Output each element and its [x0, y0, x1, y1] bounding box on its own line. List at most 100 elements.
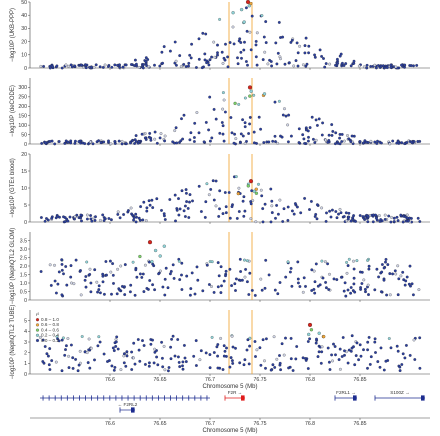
snp-point	[195, 111, 199, 114]
snp-point	[247, 362, 251, 366]
snp-point	[264, 41, 268, 45]
snp-point	[221, 61, 225, 65]
snp-point	[233, 282, 237, 286]
snp-point	[305, 62, 309, 66]
snp-point	[337, 212, 340, 216]
snp-point	[193, 121, 197, 125]
snp-point	[367, 267, 371, 271]
snp-point	[181, 367, 185, 371]
snp-point	[139, 205, 143, 209]
snp-point	[250, 189, 254, 193]
snp-point	[216, 261, 220, 265]
snp-point	[306, 340, 310, 343]
lead-variant-point	[248, 179, 254, 184]
snp-point	[57, 140, 61, 143]
snp-point	[221, 132, 225, 136]
snp-point	[396, 349, 400, 353]
snp-point	[350, 134, 354, 138]
snp-point	[273, 288, 277, 292]
snp-point	[352, 282, 356, 286]
y-tick-label: 2	[24, 350, 27, 356]
snp-point	[186, 206, 190, 210]
snp-point	[118, 216, 122, 220]
snp-point	[396, 219, 400, 223]
snp-point	[89, 140, 92, 144]
snp-point	[188, 193, 192, 197]
snp-point	[337, 358, 341, 362]
snp-point	[330, 353, 334, 357]
snp-point	[171, 263, 175, 267]
snp-point	[94, 215, 97, 219]
y-tick-label: 0.5	[20, 289, 27, 295]
snp-point	[180, 261, 184, 265]
snp-point	[168, 49, 172, 53]
lead-variant-point	[307, 322, 313, 327]
snp-point	[379, 218, 383, 222]
snp-point	[189, 287, 193, 291]
x-tick-label: 76.65	[154, 377, 167, 383]
snp-point	[117, 139, 121, 143]
snp-point	[340, 140, 344, 143]
snp-point	[239, 132, 243, 136]
snp-point	[199, 349, 203, 353]
snp-point	[331, 129, 335, 133]
snp-point	[153, 288, 157, 292]
gene-exon	[131, 407, 135, 413]
y-tick-label: 0	[24, 142, 27, 148]
snp-point	[48, 368, 52, 371]
snp-point	[314, 138, 318, 142]
snp-point	[84, 66, 88, 70]
snp-point	[301, 290, 305, 294]
snp-point	[367, 293, 370, 297]
snp-point	[255, 31, 259, 35]
legend-swatch	[35, 338, 40, 343]
snp-point	[126, 209, 130, 212]
snp-point	[173, 354, 177, 358]
snp-point	[346, 264, 350, 268]
snp-point	[143, 362, 147, 366]
snp-point	[294, 59, 298, 63]
snp-point	[362, 348, 365, 352]
snp-point	[400, 363, 404, 366]
snp-point	[62, 272, 65, 276]
snp-point-high-ld	[233, 101, 237, 106]
snp-point	[232, 141, 236, 145]
snp-point	[408, 353, 412, 357]
snp-point	[281, 113, 285, 117]
snp-point	[244, 60, 248, 63]
snp-point	[147, 364, 151, 368]
snp-point	[359, 354, 363, 358]
gene-exon	[421, 395, 425, 401]
snp-point	[207, 283, 211, 286]
snp-point	[231, 361, 235, 365]
snp-point	[341, 336, 345, 339]
snp-point	[340, 132, 344, 136]
snp-point	[112, 281, 115, 285]
legend-swatch	[35, 318, 40, 322]
snp-point	[187, 216, 191, 219]
snp-point	[250, 14, 254, 18]
snp-point	[136, 338, 140, 341]
snp-point	[330, 208, 334, 212]
snp-point	[88, 272, 92, 276]
snp-point	[267, 273, 271, 277]
snp-point	[137, 348, 141, 352]
snp-point	[84, 285, 88, 289]
snp-point	[408, 216, 411, 220]
snp-point	[208, 139, 212, 143]
snp-point	[152, 361, 156, 365]
snp-point	[239, 50, 243, 54]
snp-point	[177, 360, 181, 364]
snp-point	[118, 65, 122, 69]
snp-point	[183, 215, 187, 218]
snp-point	[118, 288, 122, 292]
snp-point	[243, 258, 246, 262]
snp-point	[203, 215, 207, 219]
snp-point	[416, 140, 420, 143]
snp-point	[203, 52, 207, 56]
snp-point	[67, 366, 71, 370]
snp-point	[216, 53, 219, 57]
snp-point	[270, 211, 274, 215]
snp-point	[383, 217, 387, 221]
snp-point	[343, 353, 346, 357]
